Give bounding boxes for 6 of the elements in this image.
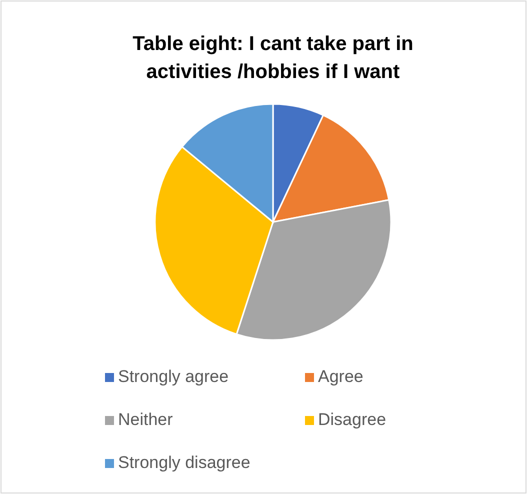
legend-label: Disagree [318, 410, 386, 429]
legend-label: Strongly agree [118, 367, 229, 386]
legend-label: Agree [318, 367, 364, 386]
chart-title: Table eight: I cant take part in activities /hobbies if I want [132, 33, 414, 83]
legend-label: Strongly disagree [118, 453, 250, 472]
legend-label: Neither [118, 410, 174, 429]
